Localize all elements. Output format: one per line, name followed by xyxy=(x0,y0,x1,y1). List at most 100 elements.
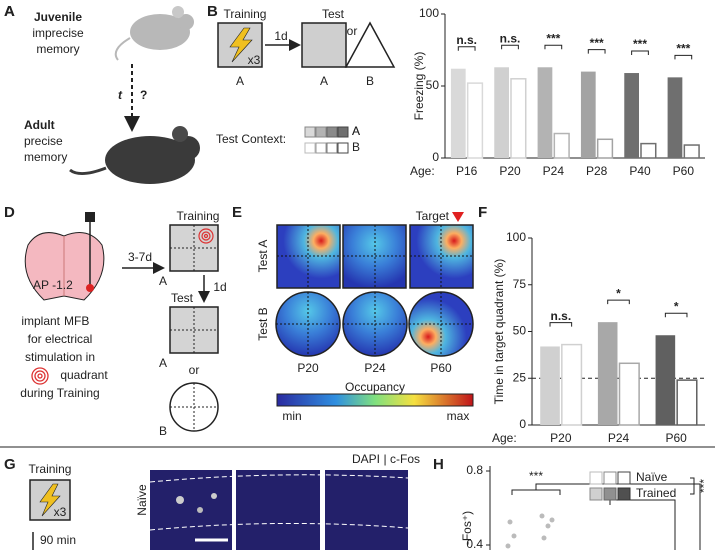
label: *** xyxy=(529,469,543,483)
rotated-label: Naïve xyxy=(135,484,149,516)
label: x3 xyxy=(248,53,261,67)
label: A xyxy=(352,124,360,138)
rotated-label: Time in target quadrant (%) xyxy=(492,259,506,405)
label: 3-7d xyxy=(128,250,152,264)
bar xyxy=(537,67,553,158)
label: B xyxy=(352,140,360,154)
label: A xyxy=(236,74,244,88)
significance-bracket xyxy=(607,299,630,305)
label: MFB xyxy=(64,314,89,328)
label: implant xyxy=(21,314,60,328)
panel-letter: E xyxy=(232,204,242,221)
y-tick-label: 25 xyxy=(513,370,527,384)
label: P24 xyxy=(364,361,386,375)
y-tick-label: 0 xyxy=(519,417,526,431)
label: Target xyxy=(416,209,450,223)
label: Occupancy xyxy=(345,380,405,394)
significance-bracket xyxy=(587,49,606,54)
label: Adult xyxy=(24,118,55,132)
bar xyxy=(597,322,618,425)
label: Test xyxy=(171,291,194,305)
significance-bracket xyxy=(674,54,693,60)
bar xyxy=(466,82,484,159)
label: A xyxy=(320,74,328,88)
label: DAPI xyxy=(352,452,380,466)
label: max xyxy=(447,409,470,423)
y-tick-label: 100 xyxy=(506,230,526,244)
bar xyxy=(580,71,596,158)
panel-letter: D xyxy=(4,204,15,221)
x-tick-label: P16 xyxy=(456,164,478,178)
label: memory xyxy=(24,150,67,164)
label: min xyxy=(282,409,301,423)
rotated-label: Test A xyxy=(256,240,270,273)
mouse-icons xyxy=(69,6,200,184)
label: Training xyxy=(29,462,72,476)
bar xyxy=(494,67,509,158)
label: imprecise xyxy=(32,26,84,40)
y-tick-label: 100 xyxy=(419,6,439,20)
label: Test Context: xyxy=(216,132,286,146)
significance: * xyxy=(616,286,621,300)
bar xyxy=(510,78,527,159)
label: Age: xyxy=(492,431,517,445)
bar xyxy=(596,138,614,159)
implant-schematic xyxy=(24,212,219,432)
label: AP -1.2 xyxy=(33,278,73,292)
label: 0.8 xyxy=(466,463,483,477)
x-tick-label: P24 xyxy=(608,431,630,445)
label: A xyxy=(159,356,167,370)
panel-letter: H xyxy=(433,456,444,473)
panel-letter: B xyxy=(207,3,218,20)
y-tick-label: 50 xyxy=(513,324,527,338)
y-tick-label: 50 xyxy=(426,78,440,92)
panel-letter: A xyxy=(4,3,15,20)
label: 1d xyxy=(213,280,226,294)
significance-bracket xyxy=(544,44,563,50)
significance-bracket xyxy=(549,322,573,327)
label: | xyxy=(383,452,386,466)
bar xyxy=(640,142,657,159)
panel-letter: A xyxy=(4,3,15,20)
label: A xyxy=(352,124,360,138)
significance-bracket xyxy=(457,46,476,51)
label: 0.4 xyxy=(466,537,483,550)
label: for electrical xyxy=(28,332,93,346)
significance: *** xyxy=(590,36,604,50)
bar xyxy=(655,335,676,425)
label: P20 xyxy=(297,361,319,375)
panel-letter: F xyxy=(478,204,487,221)
bar xyxy=(561,343,583,426)
x-tick-label: P24 xyxy=(543,164,565,178)
label: or xyxy=(189,363,200,377)
bar xyxy=(667,77,683,158)
label: or xyxy=(347,24,358,38)
label: A xyxy=(159,274,167,288)
significance: * xyxy=(674,299,679,313)
significance-bracket xyxy=(664,312,688,318)
rotated-label: Test B xyxy=(256,307,270,340)
label: c-Fos xyxy=(390,452,420,466)
label: Naïve xyxy=(636,470,668,484)
significance-bracket xyxy=(501,44,519,50)
rotated-label: *** xyxy=(697,479,711,493)
label: Trained xyxy=(636,486,676,500)
significance: *** xyxy=(546,31,560,45)
bar xyxy=(540,346,560,425)
x-tick-label: P60 xyxy=(673,164,695,178)
significance: n.s. xyxy=(550,309,571,323)
bar xyxy=(624,73,639,158)
x-tick-label: P20 xyxy=(550,431,572,445)
x-tick-label: P28 xyxy=(586,164,608,178)
label: Test xyxy=(322,7,345,21)
y-tick-label: 0 xyxy=(432,150,439,164)
histology xyxy=(29,470,409,550)
significance: *** xyxy=(633,37,647,51)
label: memory xyxy=(36,42,79,56)
bar xyxy=(618,362,640,426)
label: 90 min xyxy=(40,533,76,547)
rotated-label: Freezing (%) xyxy=(412,52,426,121)
label: B xyxy=(159,424,167,438)
label: t xyxy=(118,88,123,102)
